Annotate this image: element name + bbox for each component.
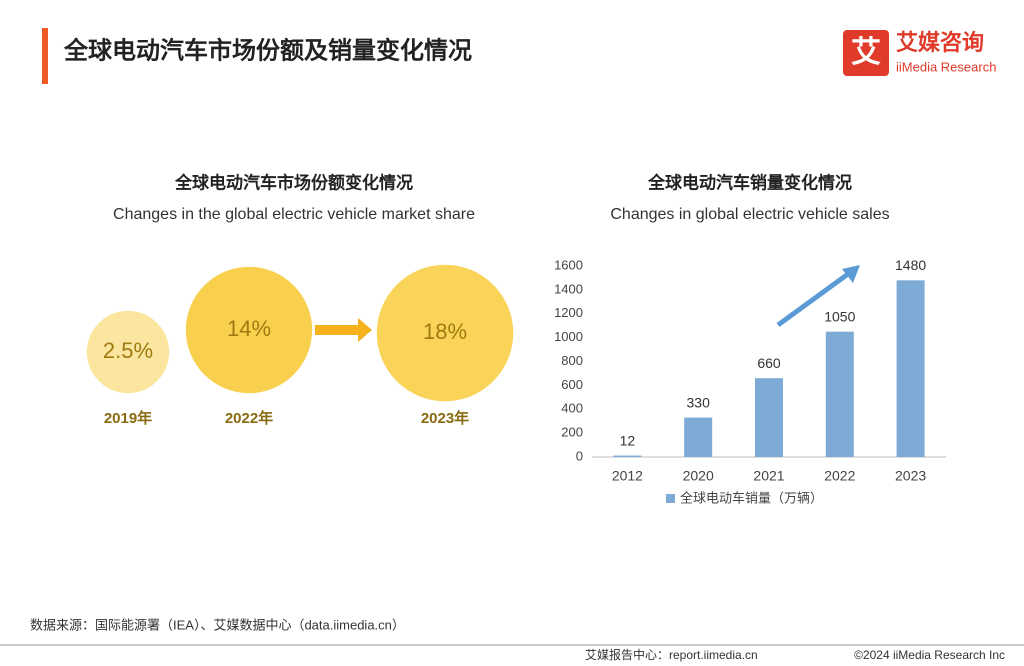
- bar: [684, 417, 713, 457]
- bar-label: 660: [757, 355, 781, 371]
- chart-subtitle: Changes in global electric vehicle sales: [610, 206, 889, 223]
- growth-arrowhead: [842, 265, 860, 283]
- y-tick-label: 1400: [554, 281, 583, 296]
- logo-mark-bg: [843, 30, 889, 76]
- year-label: 2022年: [225, 409, 273, 427]
- logo-en: iiMedia Research: [896, 59, 996, 74]
- bar-label: 12: [620, 432, 636, 448]
- y-tick-label: 600: [561, 377, 583, 392]
- year-label: 2023年: [421, 409, 469, 427]
- chart-title: 全球电动汽车销量变化情况: [647, 172, 852, 192]
- bar-label: 1050: [824, 308, 855, 324]
- y-tick-label: 1200: [554, 305, 583, 320]
- y-tick-label: 1600: [554, 257, 583, 272]
- growth-arrow: [776, 271, 850, 328]
- y-tick-label: 1000: [554, 329, 583, 344]
- chart-subtitle: Changes in the global electric vehicle m…: [113, 206, 475, 223]
- x-tick-label: 2020: [683, 468, 714, 484]
- x-tick-label: 2023: [895, 468, 926, 484]
- x-tick-label: 2012: [612, 468, 643, 484]
- chart-title: 全球电动汽车市场份额变化情况: [174, 172, 413, 192]
- bar-label: 1480: [895, 257, 926, 273]
- bar-label: 330: [687, 394, 711, 410]
- bubble-label: 2.5%: [103, 338, 153, 363]
- y-tick-label: 0: [576, 448, 583, 463]
- bar: [613, 455, 642, 457]
- bubble-label: 14%: [227, 316, 271, 341]
- legend-label: 全球电动车销量（万辆）: [680, 490, 823, 505]
- logo-mark: 艾: [851, 36, 881, 69]
- bar: [825, 331, 854, 457]
- footer-report: 艾媒报告中心：report.iimedia.cn: [585, 647, 758, 662]
- y-tick-label: 800: [561, 353, 583, 368]
- logo-cn: 艾媒咨询: [896, 30, 984, 55]
- legend-swatch: [666, 494, 675, 503]
- bar: [896, 280, 925, 457]
- x-tick-label: 2022: [824, 468, 855, 484]
- title-accent: [42, 28, 48, 84]
- source: 数据来源：国际能源署（IEA）、艾媒数据中心（data.iimedia.cn）: [30, 617, 405, 632]
- share-arrow: [315, 318, 372, 342]
- bar: [755, 378, 783, 457]
- bubble-label: 18%: [423, 319, 467, 344]
- share-bubble: [185, 266, 313, 394]
- year-label: 2019年: [104, 409, 152, 427]
- footer-copyright: ©2024 iiMedia Research Inc: [854, 648, 1005, 662]
- y-tick-label: 400: [561, 401, 583, 416]
- share-bubble: [376, 264, 514, 402]
- slide-title: 全球电动汽车市场份额及销量变化情况: [63, 36, 472, 64]
- x-tick-label: 2021: [753, 468, 784, 484]
- y-tick-label: 200: [561, 425, 583, 440]
- share-bubble: [86, 310, 170, 394]
